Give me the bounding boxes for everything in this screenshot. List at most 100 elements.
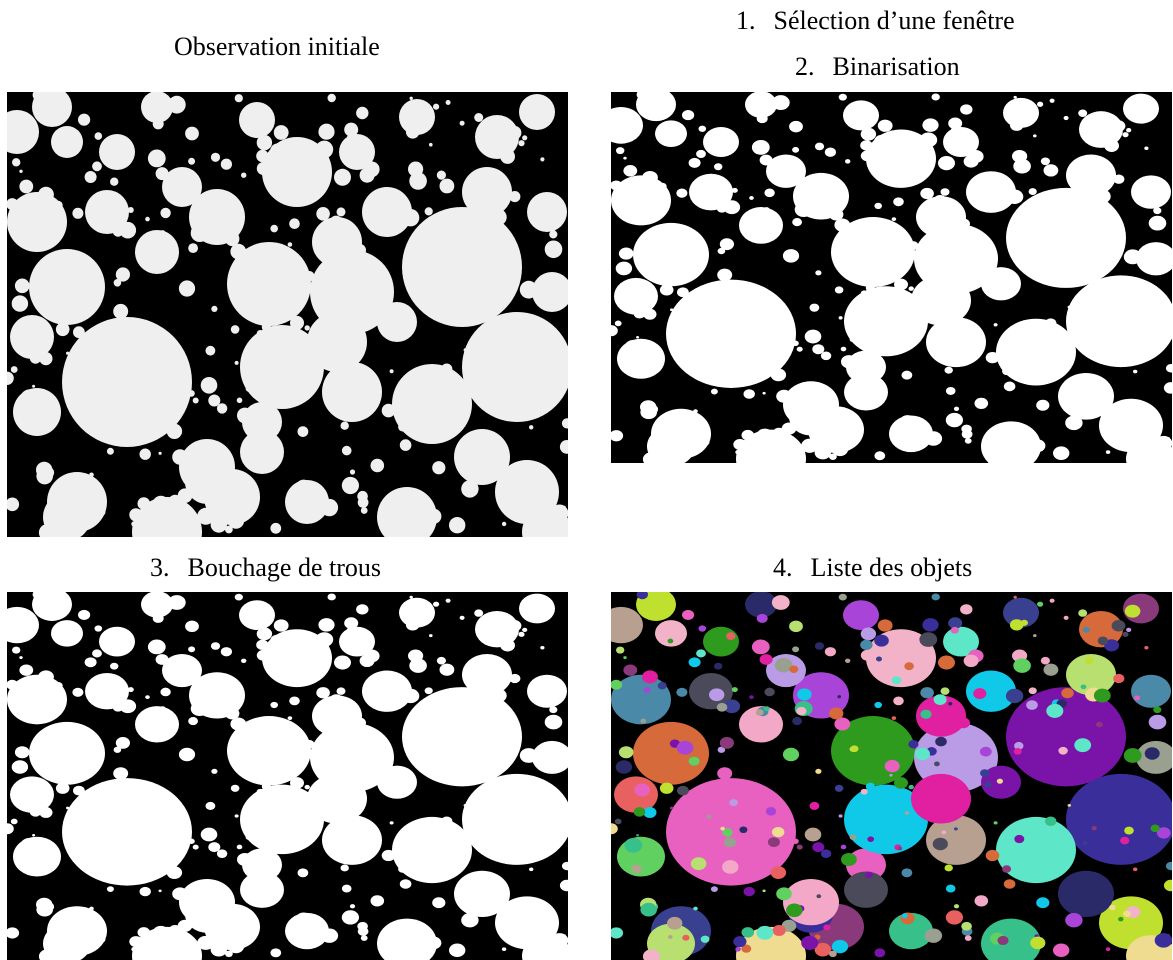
particle [1163,879,1172,892]
particle [256,627,273,641]
particle [399,879,412,889]
particle [963,654,979,668]
particle [1066,773,1172,865]
particle [924,928,943,943]
particle [7,679,19,690]
particle [1014,834,1025,844]
particle [289,696,300,706]
particle [449,943,466,958]
particle [72,207,84,219]
particle [1091,826,1097,831]
particle [1063,115,1069,121]
particle [1097,636,1109,646]
particle [1096,721,1103,728]
particle [520,826,530,835]
particle [137,944,148,953]
particle [915,248,930,262]
particle [860,127,877,141]
particle [1045,816,1057,826]
particle [657,681,667,690]
particle [256,149,269,163]
particle [357,921,368,931]
particle [544,714,563,730]
particle [670,806,674,810]
particle [865,782,875,791]
particle [720,328,725,333]
particle [1150,326,1160,335]
particle [549,706,558,714]
particle [527,192,567,232]
particle [518,631,525,637]
particle [915,747,930,761]
particle [889,415,933,453]
particle [633,308,646,319]
particle [764,188,775,198]
particle [139,886,151,897]
particle [834,218,851,232]
particle [141,92,173,123]
initial-particles-svg [7,92,568,537]
particle [876,656,882,662]
particle [270,143,285,159]
particle [720,826,725,831]
particle [1113,174,1125,184]
particle [131,946,137,952]
particle [457,208,470,221]
particle [329,215,343,229]
particle [920,709,932,719]
particle [642,949,661,960]
particle [1111,120,1126,132]
particle [850,745,859,753]
particle [616,646,625,654]
particle [559,440,568,454]
particle [328,837,344,851]
particle [29,249,105,325]
particle [676,740,694,755]
particle [709,688,725,702]
particle [227,512,245,529]
particle [261,430,269,438]
particle [225,231,240,247]
particle [716,203,728,213]
particle [1153,207,1162,215]
particle [341,445,352,456]
particle [1005,688,1024,704]
particle [492,721,499,728]
particle [287,242,293,247]
particle [841,852,857,867]
particle [512,348,517,352]
particle [820,351,832,361]
particle [1028,188,1037,195]
particle [801,438,819,453]
particle [505,470,512,477]
particle [1053,943,1070,958]
particle [163,388,176,401]
particle [710,388,718,395]
particle [357,490,368,502]
particle [935,736,947,747]
particle [688,257,700,268]
particle [27,864,38,874]
particle [755,210,764,217]
particle [1109,904,1116,911]
particle [865,284,875,292]
particle [479,393,484,398]
particle [261,782,271,791]
particle [307,773,367,824]
particle [979,746,992,757]
particle [12,158,21,167]
particle [147,149,166,168]
particle [552,827,567,839]
particle [433,103,440,110]
particle [931,93,940,101]
particle [1082,127,1090,134]
particle [945,412,963,428]
particle [698,125,707,132]
particle [719,238,734,251]
particle [1026,700,1038,710]
particle [1037,601,1044,607]
particle [1020,619,1028,626]
particle [932,339,948,353]
particle [161,352,173,363]
particle [19,656,23,659]
